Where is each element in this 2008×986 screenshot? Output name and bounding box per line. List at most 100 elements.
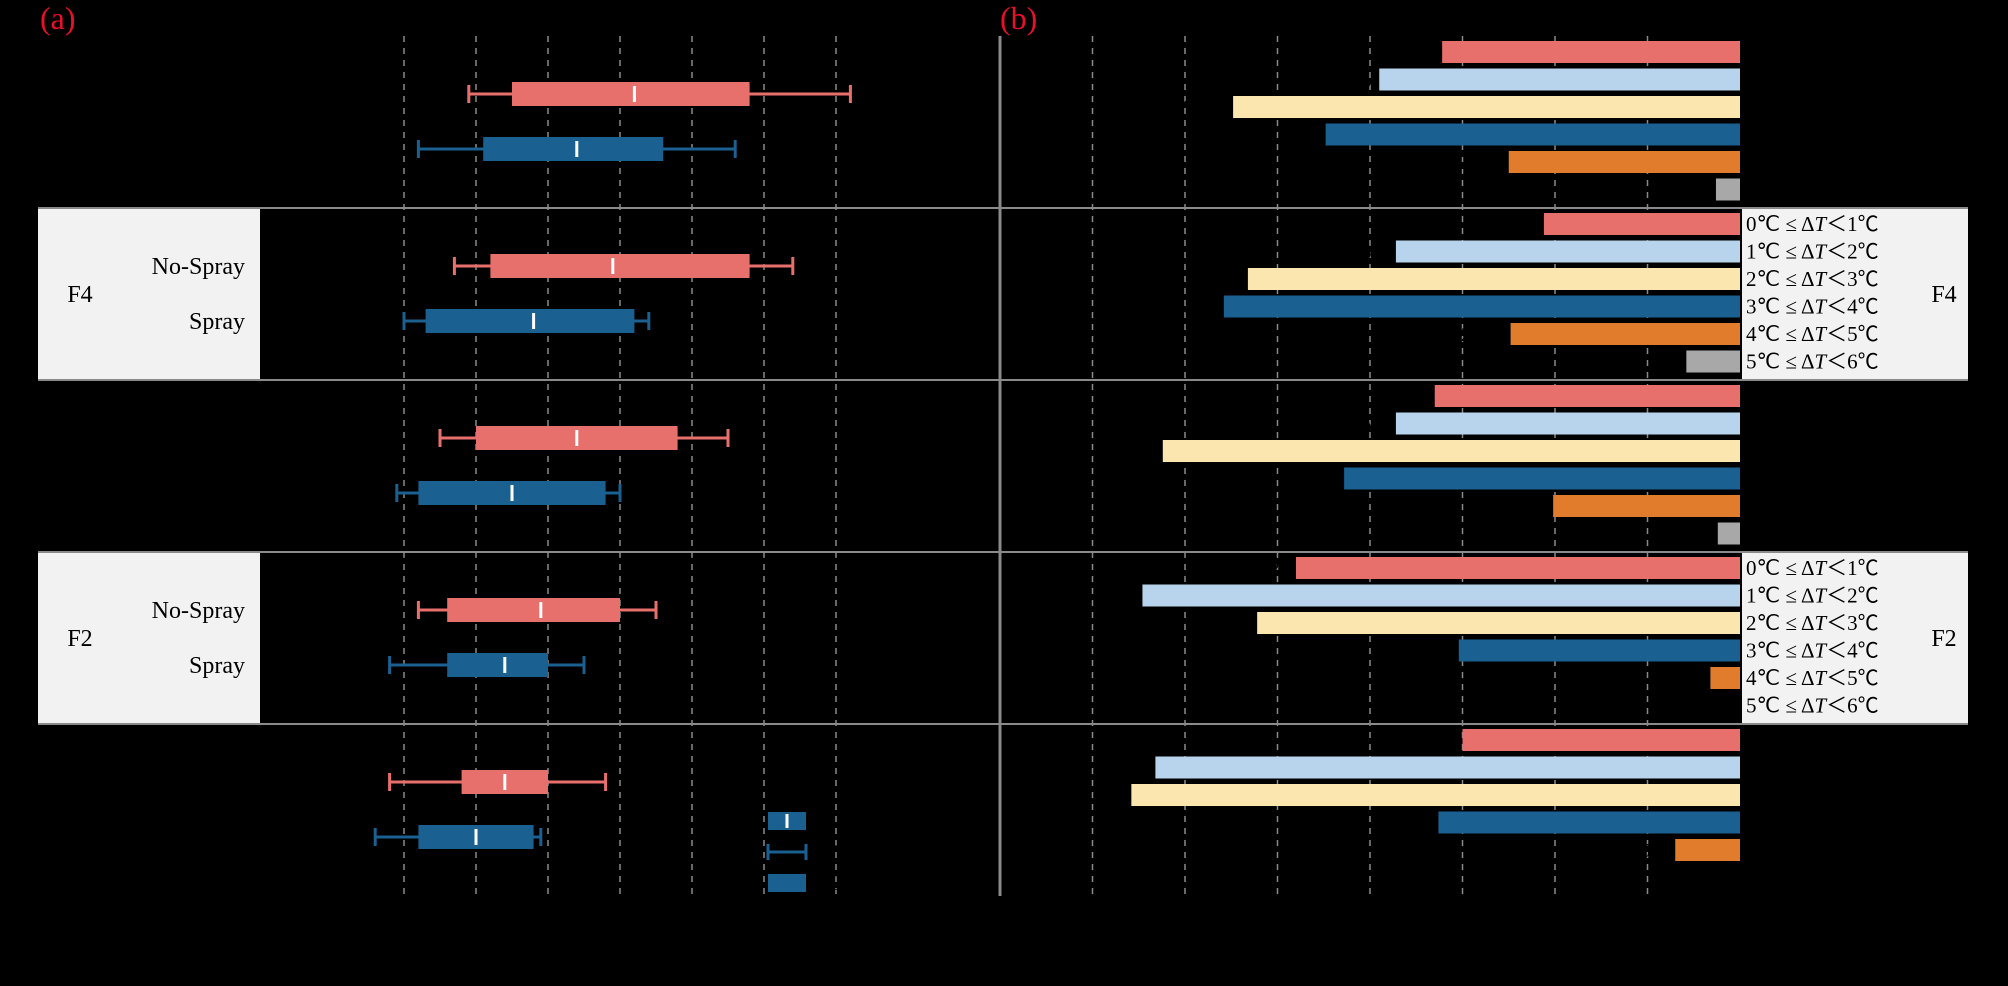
- bin-label-part: T: [1814, 240, 1827, 264]
- bar: [1543, 213, 1740, 235]
- group-label-band-a: [38, 208, 260, 380]
- box-range: [447, 598, 620, 622]
- bar-value-label: 16.5%: [1375, 386, 1427, 408]
- bin-label-part: ＜4: [1826, 639, 1858, 663]
- legend-range-swatch: [768, 874, 806, 892]
- bin-label-part: ＜3: [1826, 611, 1858, 635]
- bar: [1131, 784, 1740, 806]
- x-axis-ticks: 30% 20% 10%: [1165, 908, 1575, 933]
- bin-label-part: ＜2: [1826, 584, 1858, 608]
- bin-label-part: 3: [1746, 639, 1757, 663]
- bar: [1296, 557, 1740, 579]
- bar: [1510, 323, 1740, 345]
- group-label-band-b: [1742, 552, 1968, 724]
- bin-label-part: ＜3: [1826, 267, 1858, 291]
- box-range: [512, 82, 750, 106]
- bin-label-part: T: [1814, 666, 1827, 690]
- bin-label-part: ℃: [1858, 666, 1879, 690]
- bin-label-part: ℃: [1858, 212, 1879, 236]
- bar: [1233, 96, 1740, 118]
- panel-a-label: (a): [40, 0, 76, 36]
- bar-value-label: 0.0%: [1690, 868, 1732, 890]
- bin-label-part: 0: [1746, 556, 1757, 580]
- bar: [1344, 467, 1740, 490]
- bar-value-label: 10.1%: [1493, 496, 1545, 518]
- bar: [1710, 667, 1740, 689]
- bin-label: 1℃ ≤ ΔT＜2℃: [1746, 240, 1879, 264]
- bar: [1379, 68, 1740, 91]
- bin-label-part: 1: [1746, 240, 1757, 264]
- bar: [1675, 839, 1740, 861]
- bin-label-part: ℃: [1858, 584, 1879, 608]
- group-plot-band-a: [260, 36, 1000, 208]
- legend-minmax-label: Min–Max: [818, 840, 906, 865]
- group-label-band-b: [1742, 36, 1968, 208]
- group-name-b: F4: [1931, 282, 1956, 308]
- bin-label-part: ℃ ≤ Δ: [1757, 212, 1815, 236]
- bin-label-part: T: [1814, 350, 1827, 374]
- bar: [1155, 756, 1740, 779]
- bar-value-label: 16.3%: [1379, 813, 1431, 835]
- bin-label-part: T: [1814, 322, 1827, 346]
- bin-label-part: 4: [1746, 322, 1757, 346]
- bar-value-label: 19.5%: [1320, 70, 1372, 92]
- grid-lines: [38, 36, 1968, 896]
- bin-label-part: ℃: [1858, 556, 1879, 580]
- bar: [1553, 495, 1740, 517]
- group-label-band-a: [38, 36, 260, 208]
- bar: [1142, 584, 1740, 607]
- bar: [1442, 41, 1740, 63]
- legend: Mean Min–Max Median ± range: [766, 808, 957, 895]
- bar-value-label: 1.2%: [1668, 524, 1710, 546]
- bin-label-part: ℃ ≤ Δ: [1757, 639, 1815, 663]
- bar-value-label: 27.9%: [1164, 297, 1216, 319]
- series-label: Spray: [189, 653, 245, 679]
- bin-label-part: ℃ ≤ Δ: [1757, 584, 1815, 608]
- bar: [1715, 178, 1740, 201]
- group-name-a: F2: [67, 626, 92, 652]
- bin-label-part: ℃ ≤ Δ: [1757, 322, 1815, 346]
- bar-value-label: 31.2%: [1103, 441, 1155, 463]
- bar-value-label: 32.3%: [1083, 586, 1135, 608]
- bin-label-part: ℃: [1858, 240, 1879, 264]
- bin-label: 2℃ ≤ ΔT＜3℃: [1746, 267, 1879, 291]
- bin-label-part: ℃ ≤ Δ: [1757, 611, 1815, 635]
- bin-label-part: 2: [1746, 267, 1757, 291]
- bar-value-label: 31.6%: [1096, 758, 1148, 780]
- bin-label-part: ＜5: [1826, 322, 1858, 346]
- bin-label-part: ℃ ≤ Δ: [1757, 350, 1815, 374]
- bar: [1247, 268, 1740, 290]
- group-label-band-b: [1742, 380, 1968, 552]
- bin-label: 3℃ ≤ ΔT＜4℃: [1746, 639, 1879, 663]
- bar-value-label: 27.4%: [1173, 97, 1225, 119]
- bin-label-part: T: [1814, 639, 1827, 663]
- bar-value-label: 16.1%: [1382, 42, 1434, 64]
- bin-label-part: T: [1814, 267, 1827, 291]
- bin-label: 0℃ ≤ ΔT＜1℃: [1746, 212, 1879, 236]
- bin-label-part: ℃: [1858, 694, 1879, 718]
- bar: [1395, 412, 1740, 435]
- bin-label: 4℃ ≤ ΔT＜5℃: [1746, 322, 1879, 346]
- bin-label: 5℃ ≤ ΔT＜6℃: [1746, 350, 1879, 374]
- bin-label-part: T: [1814, 556, 1827, 580]
- bin-label-part: T: [1814, 611, 1827, 635]
- group-label-band-a: [38, 724, 260, 896]
- bar-value-label: 1.6%: [1661, 668, 1703, 690]
- bar-value-label: 18.6%: [1336, 414, 1388, 436]
- panel-b-label: (b): [1000, 0, 1038, 36]
- bin-label-part: ℃ ≤ Δ: [1757, 666, 1815, 690]
- bar-value-label: 18.6%: [1336, 242, 1388, 264]
- bin-label-part: ℃: [1858, 350, 1879, 374]
- bin-label-part: ＜6: [1826, 694, 1858, 718]
- bar-value-label: 3.5%: [1626, 840, 1668, 862]
- bar: [1438, 811, 1740, 834]
- bin-label-part: T: [1814, 295, 1827, 319]
- group-plot-band-a: [260, 208, 1000, 380]
- bin-label-part: ℃ ≤ Δ: [1757, 267, 1815, 291]
- group-name-b: F2: [1931, 626, 1956, 652]
- bin-label: 0℃ ≤ ΔT＜1℃: [1746, 556, 1879, 580]
- bar: [1395, 240, 1740, 263]
- bin-label-part: 2: [1746, 611, 1757, 635]
- bar: [1162, 440, 1740, 462]
- box-range: [490, 254, 750, 278]
